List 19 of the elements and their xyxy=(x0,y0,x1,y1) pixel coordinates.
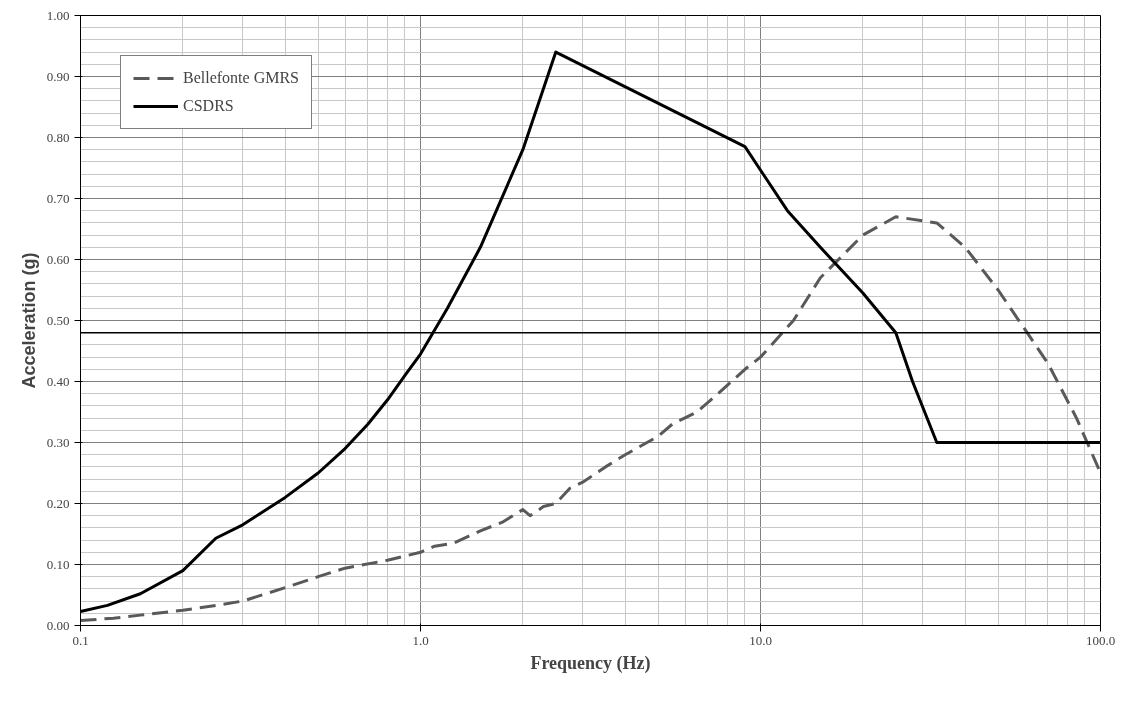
y-tick-label: 0.40 xyxy=(46,373,70,389)
x-tick-label: 100.0 xyxy=(1085,632,1116,648)
y-tick-label: 0.30 xyxy=(46,434,70,450)
x-axis-title: Frequency (Hz) xyxy=(530,652,651,674)
y-tick-label: 0.00 xyxy=(46,617,70,633)
legend-label: CSDRS xyxy=(183,97,234,115)
legend-label: Bellefonte GMRS xyxy=(183,69,299,87)
y-tick-label: 0.20 xyxy=(46,495,70,511)
y-tick-label: 0.90 xyxy=(46,68,70,84)
y-tick-label: 0.60 xyxy=(46,251,70,267)
y-tick-label: 0.50 xyxy=(46,312,70,328)
y-tick-label: 0.10 xyxy=(46,556,70,572)
y-tick-label: 0.80 xyxy=(46,129,70,145)
y-tick-label: 0.70 xyxy=(46,190,70,206)
x-tick-label: 0.1 xyxy=(72,632,89,648)
y-axis-title: Acceleration (g) xyxy=(18,252,39,389)
x-tick-label: 1.0 xyxy=(412,632,429,648)
y-tick-label: 1.00 xyxy=(46,7,70,23)
x-tick-label: 10.0 xyxy=(749,632,772,648)
